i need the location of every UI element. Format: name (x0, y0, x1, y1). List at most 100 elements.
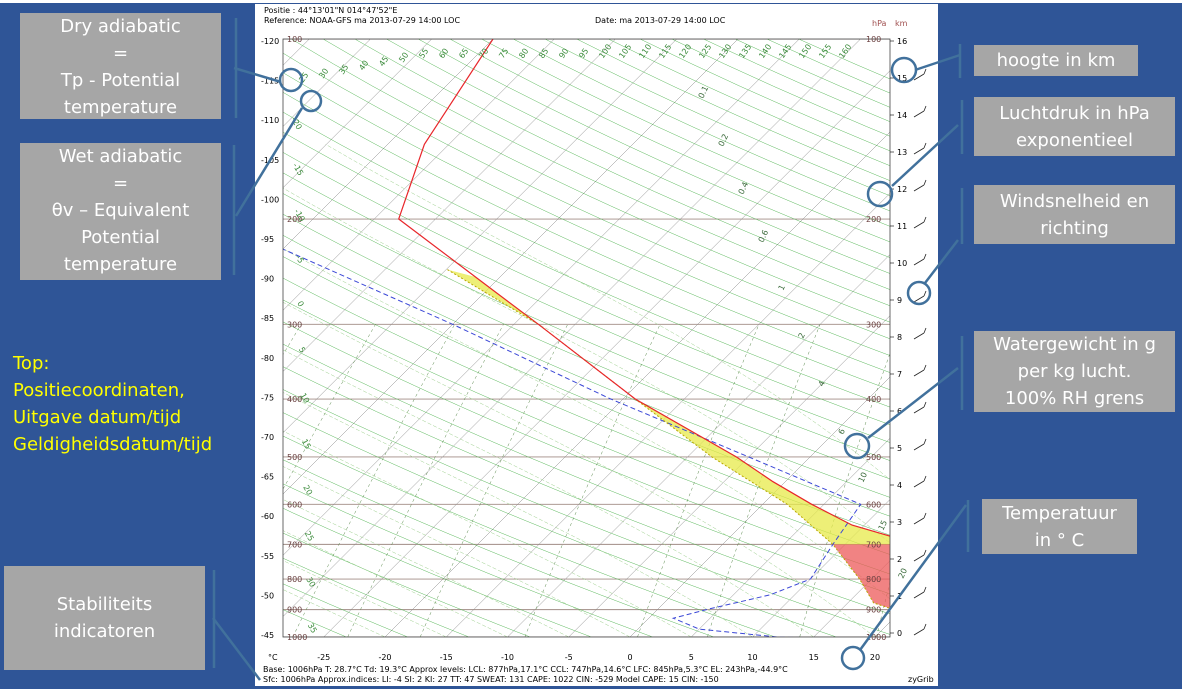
dry-adiabat-line (283, 557, 470, 637)
isotherm-line (283, 39, 677, 434)
wind-barb (913, 443, 925, 451)
isotherm-line (384, 131, 890, 637)
left-scale-label: -75 (261, 393, 274, 402)
luchtdruk-callout: Luchtdruk in hPa exponentieel (974, 97, 1175, 156)
wind-barb-flag (923, 290, 927, 297)
dry-adiabat-line (283, 152, 890, 426)
isotherm-line (283, 39, 432, 189)
height-km-label: 13 (897, 148, 907, 157)
skewt-diagram: -25 -20 -15 -10 -5 0 5 10 15 20°C-120-115-110-105… (261, 35, 938, 662)
dry-adiabat-line (283, 412, 838, 637)
wet-adiabat-label: 30 (304, 576, 317, 589)
dry-adiabat-line (354, 39, 890, 290)
wet-adiabat-label: 0 (295, 300, 305, 309)
mixing-ratio-label: 6 (837, 427, 847, 435)
dry-adiabat-line (283, 52, 890, 340)
x-tick-label: -25 (317, 653, 330, 662)
plot-frame (282, 38, 891, 638)
mixing-ratio-line (933, 324, 938, 637)
isotherm-line (283, 39, 616, 372)
isotherm-line (283, 39, 371, 127)
wet-adiabat-line (283, 560, 447, 637)
wind-barb-flag (923, 105, 927, 112)
cape-area (447, 269, 890, 545)
isotherm-line (507, 254, 890, 637)
dry-adiabat-line (291, 39, 890, 323)
chart-date: Date: ma 2013-07-29 14:00 LOC (595, 16, 726, 25)
height-km-label: 3 (897, 518, 902, 527)
wet-adiabat-line (283, 349, 814, 637)
mixing-ratio-line (707, 324, 821, 637)
wet-adiabat-line (283, 466, 631, 637)
dry-adiabat-label: 70 (477, 47, 490, 61)
windsnelheid-callout: Windsnelheid en richting (974, 185, 1175, 244)
wind-barb-flag (923, 364, 927, 371)
dry-adiabat-label: 85 (537, 47, 550, 61)
wind-barb (913, 73, 925, 81)
isotherm-line (283, 39, 739, 495)
height-km-label: 7 (897, 370, 902, 379)
pressure-label-left: 700 (287, 540, 302, 549)
x-tick-label: 0 (627, 653, 632, 662)
wind-barb-flag (923, 475, 927, 482)
x-tick-label: 20 (870, 653, 880, 662)
height-km-label: 12 (897, 185, 907, 194)
wind-barb-flag (923, 438, 927, 445)
isotherm-line (568, 315, 890, 637)
left-scale-label: -115 (261, 77, 279, 86)
plot-area (283, 39, 938, 637)
pressure-label-right: 900 (866, 606, 881, 615)
x-unit-label: °C (268, 653, 278, 662)
dry-adiabat-label: 140 (757, 42, 773, 60)
wet-adiabat-line (283, 301, 876, 637)
left-scale-label: -70 (261, 433, 274, 442)
pressure-label-right: 400 (866, 395, 881, 404)
dry-adiabatic-line-3: Tp - Potential (60, 70, 181, 91)
dewpoint-profile (283, 248, 862, 637)
wet-adiabat-label: -5 (294, 254, 306, 265)
left-scale-label: -105 (261, 156, 279, 165)
height-km-label: 8 (897, 333, 902, 342)
dry-adiabat-label: 135 (737, 42, 753, 60)
left-scale-label: -80 (261, 354, 274, 363)
dry-adiabat-line (283, 583, 409, 637)
pressure-label-left: 300 (287, 320, 302, 329)
isotherm-line (323, 70, 890, 637)
wind-barb-flag (923, 179, 927, 186)
wet-adiabat-line (283, 589, 386, 637)
watergewicht-line-2: per kg lucht. (1017, 361, 1132, 382)
height-km-label: 9 (897, 296, 902, 305)
pressure-label-left: 200 (287, 215, 302, 224)
wind-barb (913, 147, 925, 155)
cin-area (832, 544, 890, 609)
wind-barb-flag (923, 549, 927, 556)
wet-adiabat-line (283, 392, 753, 637)
dry-adiabat-label: 120 (677, 42, 693, 60)
x-tick-label: -5 (565, 653, 573, 662)
callout-connector (212, 617, 261, 681)
height-km-label: 0 (897, 629, 902, 638)
pressure-label-right: 700 (866, 540, 881, 549)
wind-barb-flag (923, 253, 927, 260)
dry-adiabat-line (283, 459, 715, 637)
wet-adiabat-label: 25 (303, 530, 316, 543)
top-note-line-3: Uitgave datum/tijd (13, 407, 182, 428)
wind-barb-flag (923, 68, 927, 75)
wet-adiabatic-line-4: Potential (81, 227, 160, 248)
wet-adiabat-label: 20 (301, 484, 314, 497)
wet-adiabatic-line-5: temperature (63, 254, 178, 275)
pressure-label-left: 900 (287, 606, 302, 615)
wet-adiabat-line (325, 144, 890, 480)
dry-adiabat-line (322, 39, 890, 307)
top-note-line-4: Geldigheidsdatum/tijd (13, 434, 213, 455)
dry-adiabat-line (283, 131, 890, 408)
mixing-ratio-label: 0.6 (757, 229, 771, 244)
x-tick-label: -20 (378, 653, 391, 662)
left-scale-label: -60 (261, 512, 274, 521)
windsnelheid-line-1: Windsnelheid en (999, 191, 1150, 212)
dry-adiabatic-line-1: Dry adiabatic (60, 16, 181, 37)
wind-barb (913, 369, 925, 377)
temperature-profile (397, 39, 890, 537)
top-note-line-2: Positiecoordinaten, (13, 380, 185, 401)
wind-barb-flag (923, 586, 927, 593)
